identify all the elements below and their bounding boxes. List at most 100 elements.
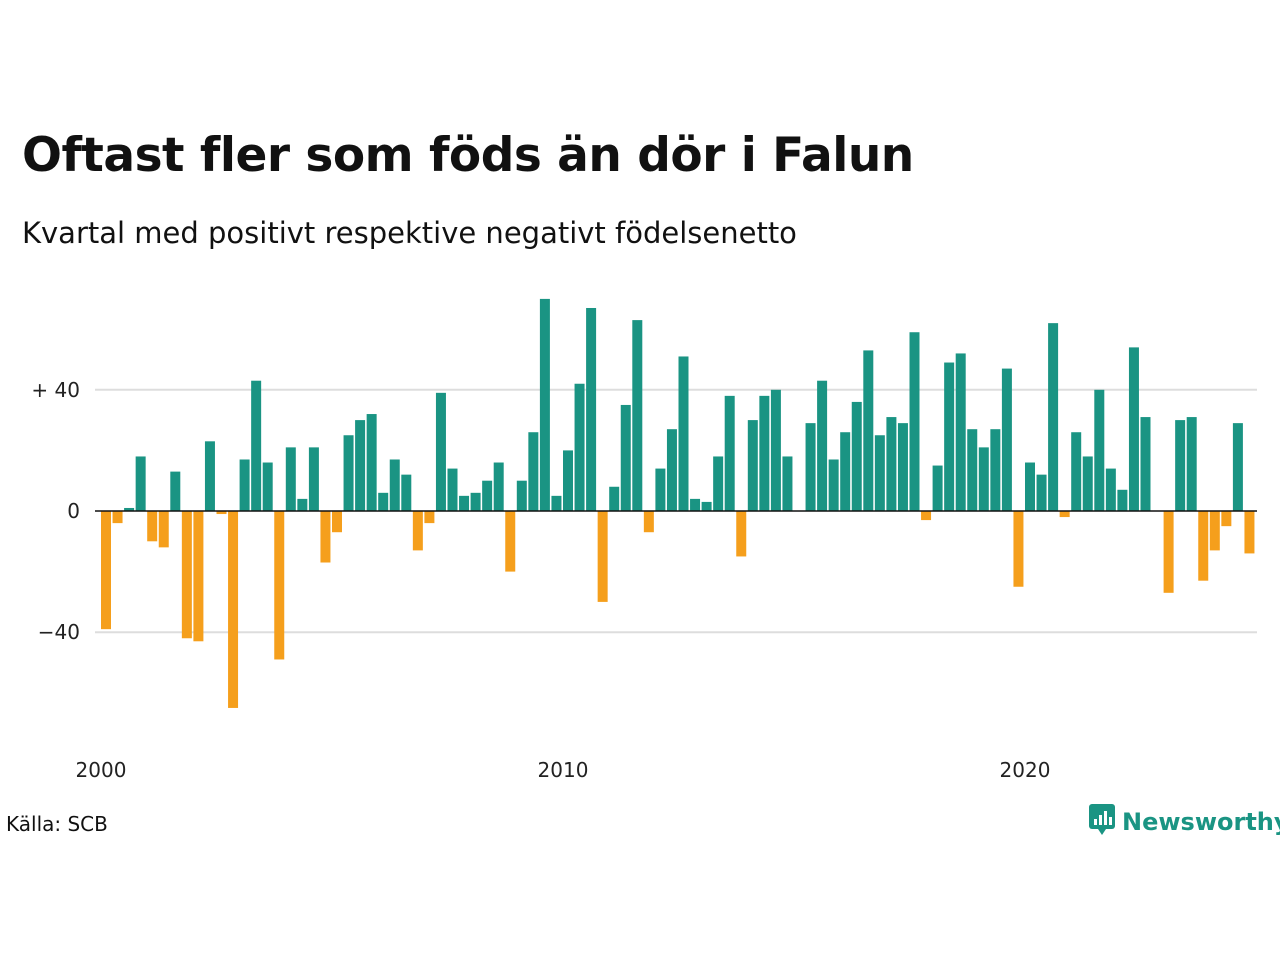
bar (378, 492, 389, 511)
bar (239, 459, 250, 511)
bar (1094, 389, 1105, 511)
gridlines (95, 388, 1257, 634)
bar (990, 429, 1001, 511)
bar (805, 423, 816, 511)
bar (632, 320, 643, 511)
bar (1105, 468, 1116, 511)
bar (112, 511, 123, 524)
bar (551, 495, 562, 511)
y-tick-label: 0 (67, 499, 80, 523)
bar (666, 429, 677, 511)
bar (678, 356, 689, 511)
bar (332, 511, 342, 533)
bar (147, 511, 158, 542)
bar (1232, 423, 1243, 511)
bar (724, 395, 735, 511)
bar (447, 468, 458, 511)
bar (620, 404, 631, 511)
bar (1001, 368, 1012, 511)
bar (389, 459, 400, 511)
bar (701, 501, 712, 511)
bar (228, 511, 239, 708)
bar (1175, 420, 1186, 511)
bar (424, 511, 435, 524)
bar (170, 471, 181, 511)
bar (817, 380, 828, 511)
bar (539, 298, 550, 511)
bar (759, 395, 770, 511)
bar (770, 389, 781, 511)
bar (736, 511, 747, 557)
bar (967, 429, 978, 511)
bar (874, 435, 885, 511)
bar (932, 465, 943, 511)
bar (412, 511, 423, 551)
bar-chart-speech-bubble-icon (1088, 803, 1116, 841)
y-tick-label: + 40 (31, 378, 80, 402)
bar (528, 432, 539, 511)
bar (1128, 347, 1139, 511)
bar (470, 492, 481, 511)
bar (747, 420, 758, 511)
source-note: Källa: SCB (6, 812, 108, 836)
bar (1209, 511, 1220, 551)
bar (251, 380, 262, 511)
x-tick-label: 2020 (1000, 758, 1051, 782)
bar (1244, 511, 1255, 554)
newsworthy-logo[interactable]: Newsworthy (1088, 804, 1280, 840)
bar (181, 511, 192, 639)
bar-chart: + 40 0 −40 2000 2010 2020 (31, 298, 1257, 782)
chart-subtitle: Kvartal med positivt respektive negativt… (22, 216, 797, 250)
bar (851, 401, 862, 511)
bar (482, 480, 493, 511)
bar (1117, 489, 1128, 511)
bar (690, 498, 701, 511)
bar (124, 507, 135, 511)
bar (1059, 511, 1070, 518)
bar (193, 511, 204, 642)
bar (459, 495, 470, 511)
bar (1198, 511, 1209, 581)
bar (297, 498, 308, 511)
bar (563, 450, 573, 511)
bar (863, 350, 874, 511)
bar (135, 456, 146, 511)
bar (886, 417, 897, 511)
bar (1163, 511, 1174, 593)
bar (1221, 511, 1232, 527)
bars (101, 298, 1255, 708)
bar (158, 511, 169, 548)
bar (343, 435, 354, 511)
bar (505, 511, 516, 572)
x-tick-label: 2000 (76, 758, 127, 782)
bar (840, 432, 851, 511)
bar (828, 459, 839, 511)
bar (493, 462, 504, 511)
chart-title: Oftast fler som föds än dör i Falun (22, 128, 914, 183)
bar (921, 511, 932, 521)
bar (516, 480, 527, 511)
bar (609, 486, 620, 511)
bar (978, 447, 989, 511)
bar (320, 511, 331, 563)
bar (944, 362, 955, 511)
bar (1071, 432, 1082, 511)
bar (909, 332, 920, 511)
bar (101, 511, 111, 630)
bar (262, 462, 273, 511)
bar (782, 456, 793, 511)
y-tick-label: −40 (38, 620, 80, 644)
bar (308, 447, 319, 511)
bar (643, 511, 654, 533)
bar (597, 511, 608, 602)
bar (274, 511, 285, 660)
bar (1036, 474, 1047, 511)
bar (204, 441, 215, 511)
bar (1025, 462, 1035, 511)
bar (366, 414, 377, 511)
bar (574, 383, 585, 511)
bar (216, 511, 227, 515)
bar (285, 447, 296, 511)
brand-name: Newsworthy (1122, 808, 1280, 836)
bar (1013, 511, 1024, 587)
